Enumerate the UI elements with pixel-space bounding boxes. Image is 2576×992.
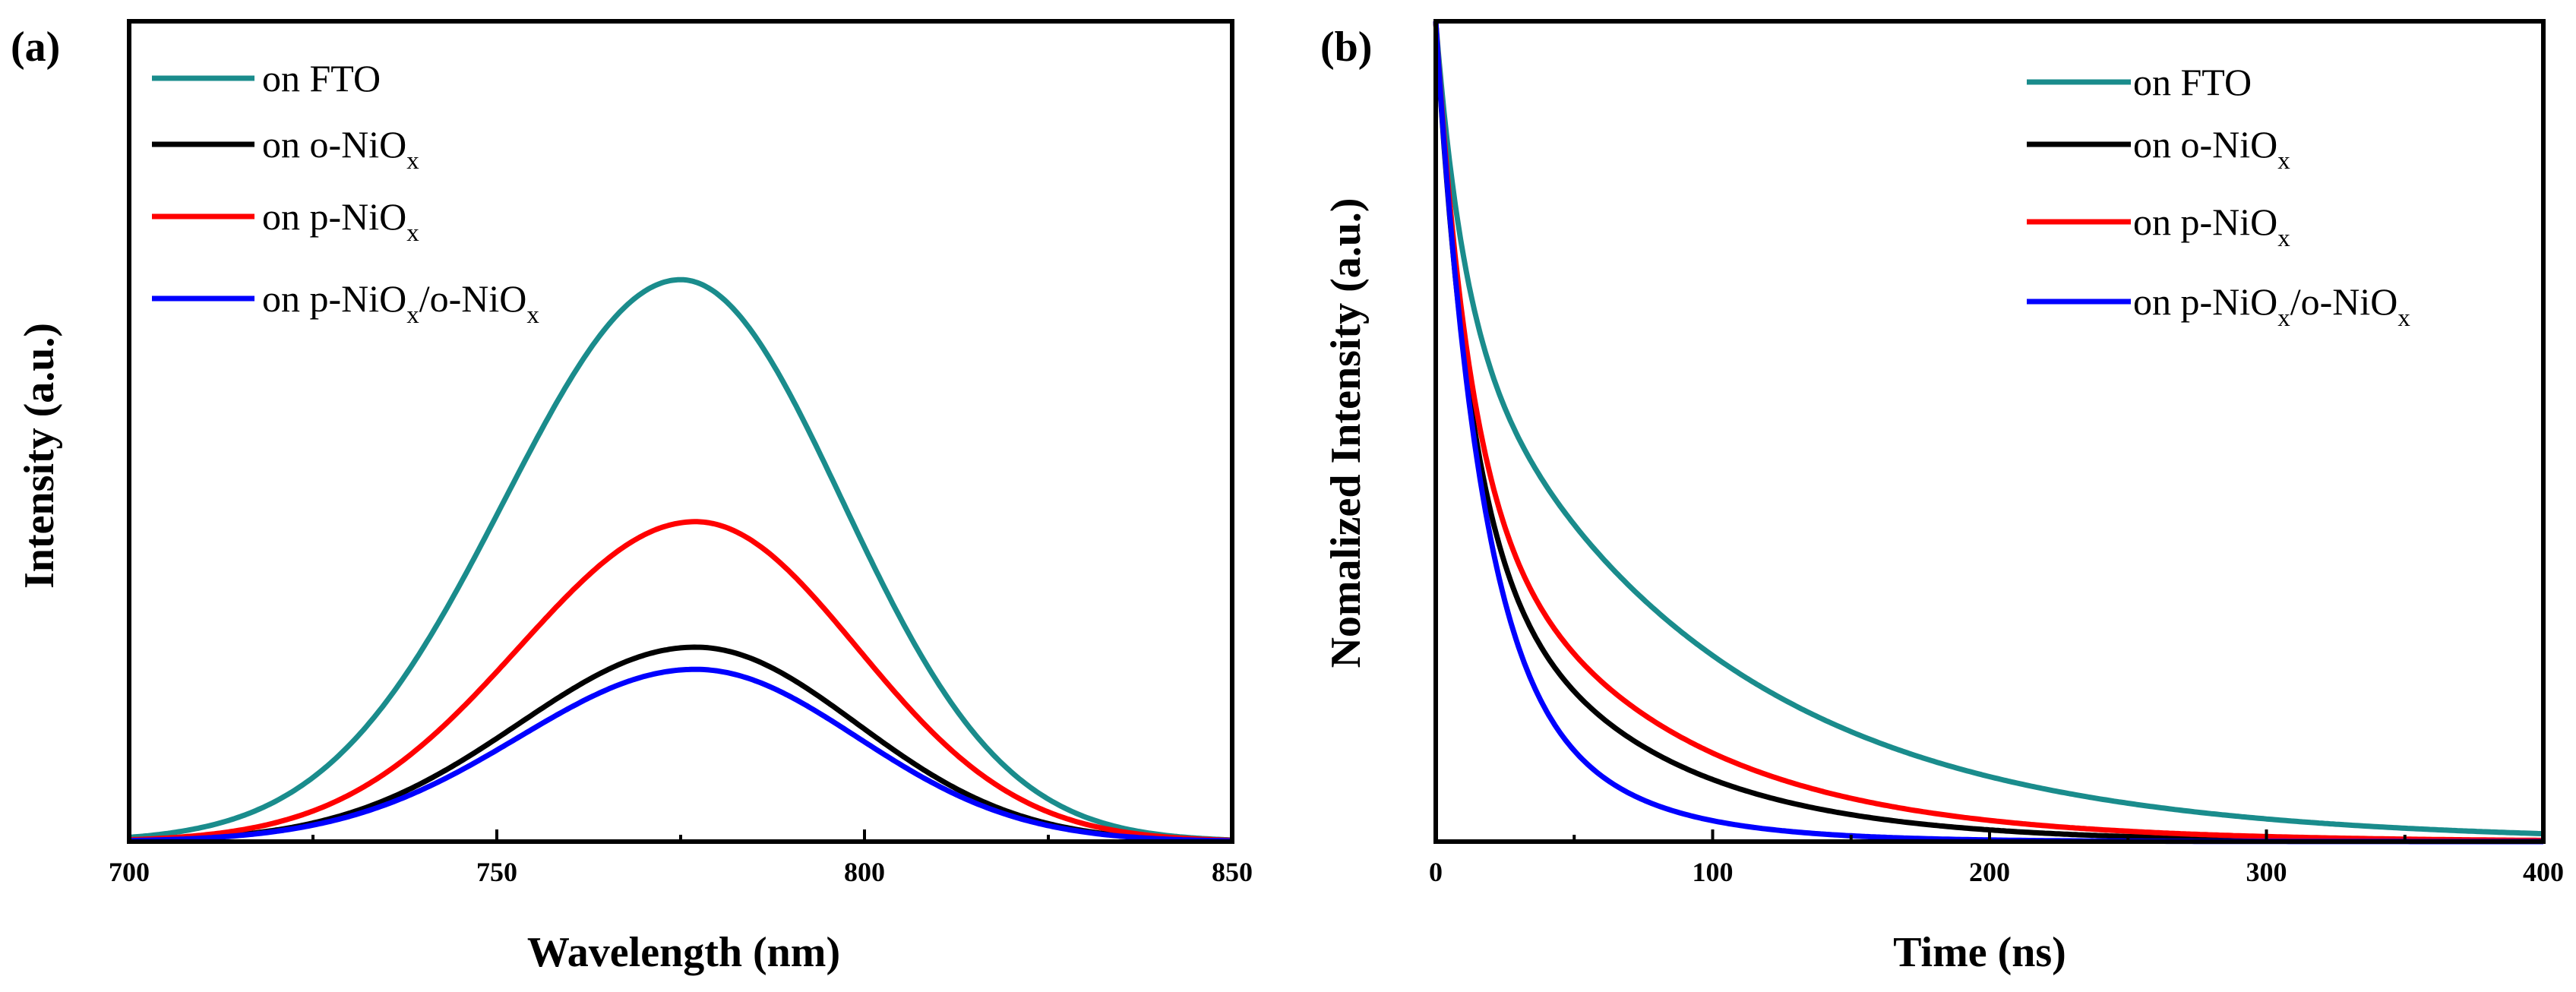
legend-b-label-o: on o-NiOx [2133, 123, 2290, 175]
legend-b-label-po: on p-NiOx/o-NiOx [2133, 280, 2410, 332]
panel-b-x-tick-label: 0 [1429, 857, 1443, 887]
panel-a-series-on-p-niox-o-niox [128, 666, 1233, 844]
panel-a-x-tick-label: 750 [476, 857, 517, 887]
panel-b-x-tick-label: 100 [1693, 857, 1734, 887]
panel-b-y-axis-title: Nomalized Intensity (a.u.) [1323, 197, 1370, 668]
panel-a: (a) Intensity (a.u.) Wavelength (nm) 700… [11, 19, 1253, 976]
panel-a-series [128, 276, 1233, 844]
panel-a-x-tick-label: 850 [1212, 857, 1253, 887]
panel-a-x-axis-title: Wavelength (nm) [527, 929, 840, 976]
panel-b-x-axis-title: Time (ns) [1893, 929, 2066, 976]
panel-a-series-on-p-niox [128, 519, 1233, 843]
panel-b-series-on-p-niox [1433, 21, 2543, 843]
panel-b-frame [1433, 19, 2546, 844]
panel-a-series-on-fto [128, 276, 1233, 843]
legend-b-label-p: on p-NiOx [2133, 201, 2290, 252]
legend-a-label-po: on p-NiOx/o-NiOx [262, 277, 539, 329]
panel-a-legend: on FTO on o-NiOx on p-NiOx on p-NiOx/o-N… [152, 57, 539, 329]
panel-a-x-tick-label: 800 [844, 857, 885, 887]
panel-b-label: (b) [1320, 24, 1372, 71]
legend-a-label-o: on o-NiOx [262, 123, 419, 175]
legend-b-label-fto: on FTO [2133, 61, 2252, 103]
panel-b-legend: on FTO on o-NiOx on p-NiOx on p-NiOx/o-N… [2027, 61, 2410, 332]
panel-b: (b) Nomalized Intensity (a.u.) Time (ns)… [1320, 19, 2564, 976]
panel-b-x-tick-label: 200 [1969, 857, 2010, 887]
panel-a-label: (a) [11, 24, 60, 71]
panel-a-x-tick-label: 700 [109, 857, 150, 887]
panel-b-x-tick-label: 400 [2523, 857, 2564, 887]
legend-a-label-fto: on FTO [262, 57, 381, 100]
panel-a-y-axis-title: Intensity (a.u.) [16, 323, 63, 589]
panel-b-x-tick-label: 300 [2246, 857, 2287, 887]
panel-b-series-on-fto [1433, 21, 2544, 837]
panel-a-frame [127, 19, 1234, 844]
legend-a-label-p: on p-NiOx [262, 195, 419, 247]
